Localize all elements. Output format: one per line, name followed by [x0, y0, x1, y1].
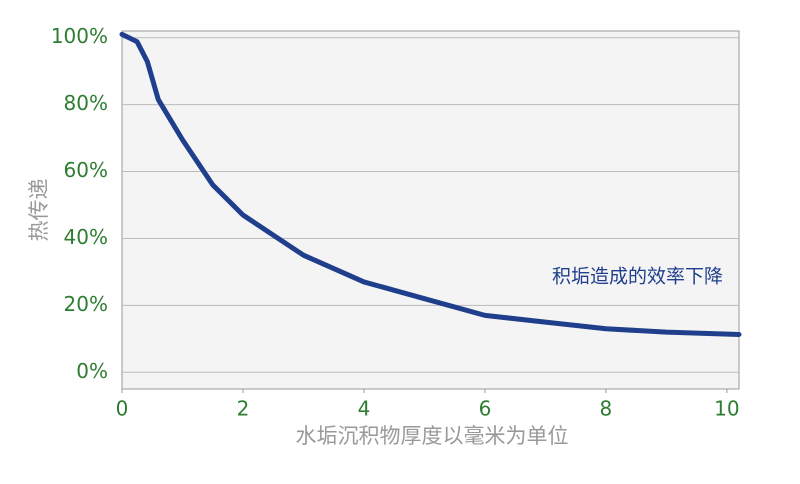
- y-tick-label: 40%: [64, 225, 108, 249]
- y-tick-label: 20%: [64, 292, 108, 316]
- y-tick-label: 100%: [51, 24, 108, 48]
- y-tick-label: 0%: [76, 359, 108, 383]
- x-axis-label: 水垢沉积物厚度以毫米为单位: [296, 424, 569, 448]
- x-tick-label: 10: [714, 397, 739, 421]
- x-tick-label: 2: [237, 397, 250, 421]
- y-tick-label: 60%: [64, 158, 108, 182]
- plot-area: [121, 30, 740, 390]
- x-tick-label: 8: [600, 397, 613, 421]
- y-axis-label: 热传递: [27, 179, 51, 242]
- x-tick-label: 6: [479, 397, 492, 421]
- y-tick-label: 80%: [64, 91, 108, 115]
- line-series: [119, 31, 742, 337]
- x-tick-label: 4: [358, 397, 371, 421]
- annotation: 积垢造成的效率下降: [552, 266, 723, 288]
- x-tick-label: 0: [116, 397, 129, 421]
